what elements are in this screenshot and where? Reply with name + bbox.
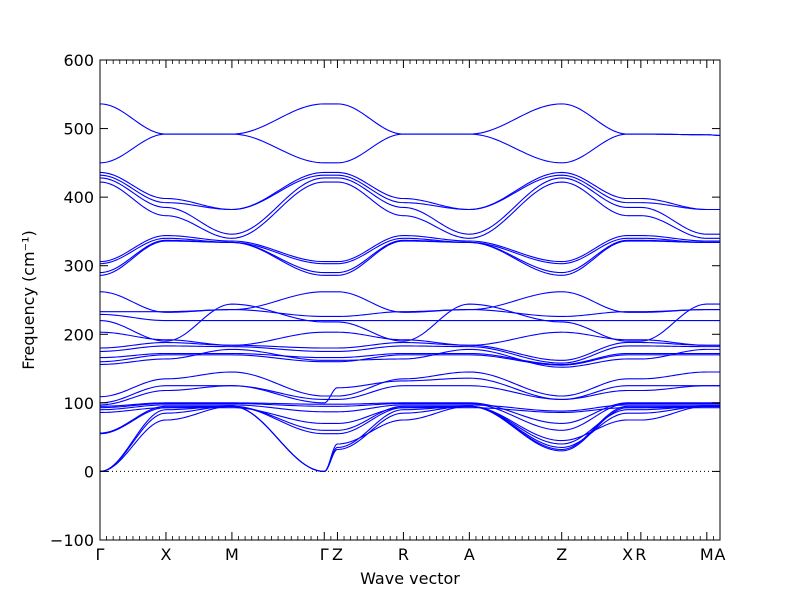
band-line-32: [99, 405, 720, 472]
y-axis-label: Frequency (cm⁻¹): [19, 230, 38, 369]
y-axis-ticks: −100 0 100 200 300 400 500 600: [50, 51, 720, 550]
y-tick-label: 0: [84, 462, 94, 481]
band-line-13: [99, 313, 720, 322]
band-line-26: [99, 404, 720, 413]
x-tick-label: Z: [556, 545, 567, 564]
plot-frame: [99, 59, 721, 541]
band-line-20: [99, 348, 720, 368]
band-line-21: [99, 371, 720, 398]
x-tick-label: M: [700, 545, 714, 564]
x-tick-label: X: [622, 545, 633, 564]
band-line-18: [99, 352, 720, 366]
x-tick-label: M: [225, 545, 239, 564]
band-line-10: [99, 240, 720, 276]
band-line-16: [99, 341, 720, 361]
band-line-5: [99, 177, 720, 235]
band-line-12: [100, 309, 720, 318]
y-tick-label: 200: [63, 325, 94, 344]
band-line-6: [99, 181, 720, 239]
band-line-23: [99, 377, 720, 406]
band-line-4: [99, 174, 720, 211]
band-line-7: [99, 234, 720, 263]
band-line-19: [99, 354, 720, 366]
x-tick-label: Z: [332, 545, 343, 564]
band-line-17: [99, 345, 720, 364]
x-tick-label: A: [715, 545, 726, 564]
band-line-14: [99, 303, 720, 342]
y-tick-label: 300: [63, 257, 94, 276]
y-tick-label: 600: [63, 51, 94, 70]
y-tick-label: 400: [63, 188, 94, 207]
y-tick-label: 500: [63, 120, 94, 139]
x-tick-label: X: [160, 545, 171, 564]
x-tick-label: A: [464, 545, 475, 564]
y-tick-label: −100: [50, 531, 94, 550]
x-tick-label: R: [635, 545, 646, 564]
x-tick-label: Γ: [320, 545, 329, 564]
band-line-2: [99, 133, 720, 164]
y-tick-label: 100: [63, 394, 94, 413]
band-line-25: [99, 402, 720, 431]
band-line-24: [99, 402, 720, 424]
x-tick-label: R: [398, 545, 409, 564]
phonon-bands: [99, 103, 720, 472]
x-axis-label: Wave vector: [360, 569, 460, 588]
x-tick-label: Γ: [96, 545, 105, 564]
